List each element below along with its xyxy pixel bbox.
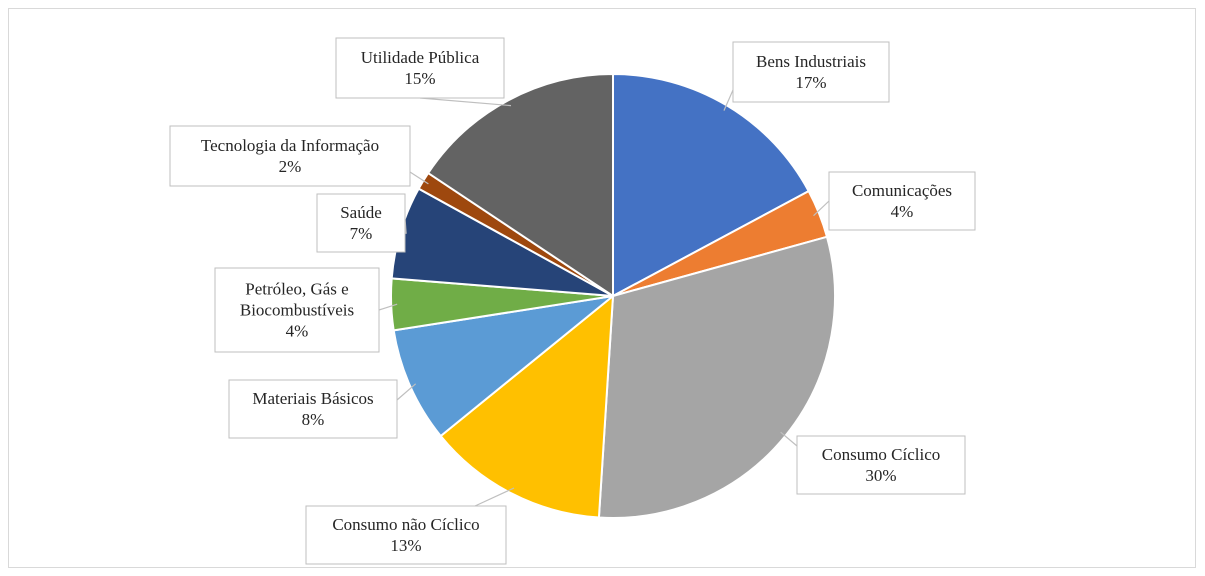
leader-line <box>723 89 734 111</box>
data-label-percent: 2% <box>279 157 302 176</box>
data-label: Utilidade Pública 15% <box>335 37 505 99</box>
data-label-box <box>214 267 380 353</box>
data-label-box <box>828 171 976 231</box>
pie-slice <box>439 293 615 519</box>
leader-line <box>813 200 830 217</box>
data-label: Comunicações 4% <box>828 171 976 231</box>
leader-line <box>474 487 515 507</box>
data-label-percent: 30% <box>865 466 896 485</box>
data-label: Petróleo, Gás e Biocombustíveis 4% <box>214 267 380 353</box>
pie-slice <box>612 72 811 298</box>
data-label-box <box>169 125 411 187</box>
data-label-category: Bens Industriais <box>756 52 866 71</box>
data-label-percent: 4% <box>286 322 309 341</box>
data-label-category: Utilidade Pública <box>361 48 480 67</box>
leader-line <box>409 171 429 185</box>
data-label-category: Materiais Básicos <box>252 389 373 408</box>
pie-slice <box>392 294 617 438</box>
pie-slice <box>426 72 614 298</box>
data-labels: Bens Industriais 17% Comunicações 4% Consumo… <box>169 37 976 565</box>
data-label-box <box>228 379 398 439</box>
leader-line <box>780 431 798 447</box>
data-label: Materiais Básicos 8% <box>228 379 398 439</box>
data-label-percent: 15% <box>404 69 435 88</box>
leader-line <box>419 97 512 107</box>
data-label: Tecnologia da Informação 2% <box>169 125 411 187</box>
data-label-percent: 13% <box>390 536 421 555</box>
data-label-category: Consumo Cíclico <box>822 445 941 464</box>
data-label-category: Comunicações <box>852 181 952 200</box>
data-label: Saúde 7% <box>316 193 406 253</box>
data-label-percent: 17% <box>795 73 826 92</box>
data-label-box <box>335 37 505 99</box>
data-label-percent: 4% <box>891 202 914 221</box>
data-label-percent: 7% <box>350 224 373 243</box>
data-label-box <box>305 505 507 565</box>
data-label-category: Biocombustíveis <box>240 301 354 320</box>
data-label-category: Petróleo, Gás e <box>245 280 348 299</box>
data-label-percent: 8% <box>302 410 325 429</box>
data-label-category: Saúde <box>340 203 382 222</box>
pie-slices <box>390 72 836 519</box>
data-label-box <box>796 435 966 495</box>
data-label: Consumo não Cíclico 13% <box>305 505 507 565</box>
data-label-category: Consumo não Cíclico <box>332 515 479 534</box>
data-label-category: Tecnologia da Informação <box>201 136 379 155</box>
data-label: Bens Industriais 17% <box>732 41 890 103</box>
data-label-box <box>732 41 890 103</box>
data-label-box <box>316 193 406 253</box>
leader-line <box>378 303 398 311</box>
leader-line <box>396 383 417 401</box>
data-label: Consumo Cíclico 30% <box>796 435 966 495</box>
